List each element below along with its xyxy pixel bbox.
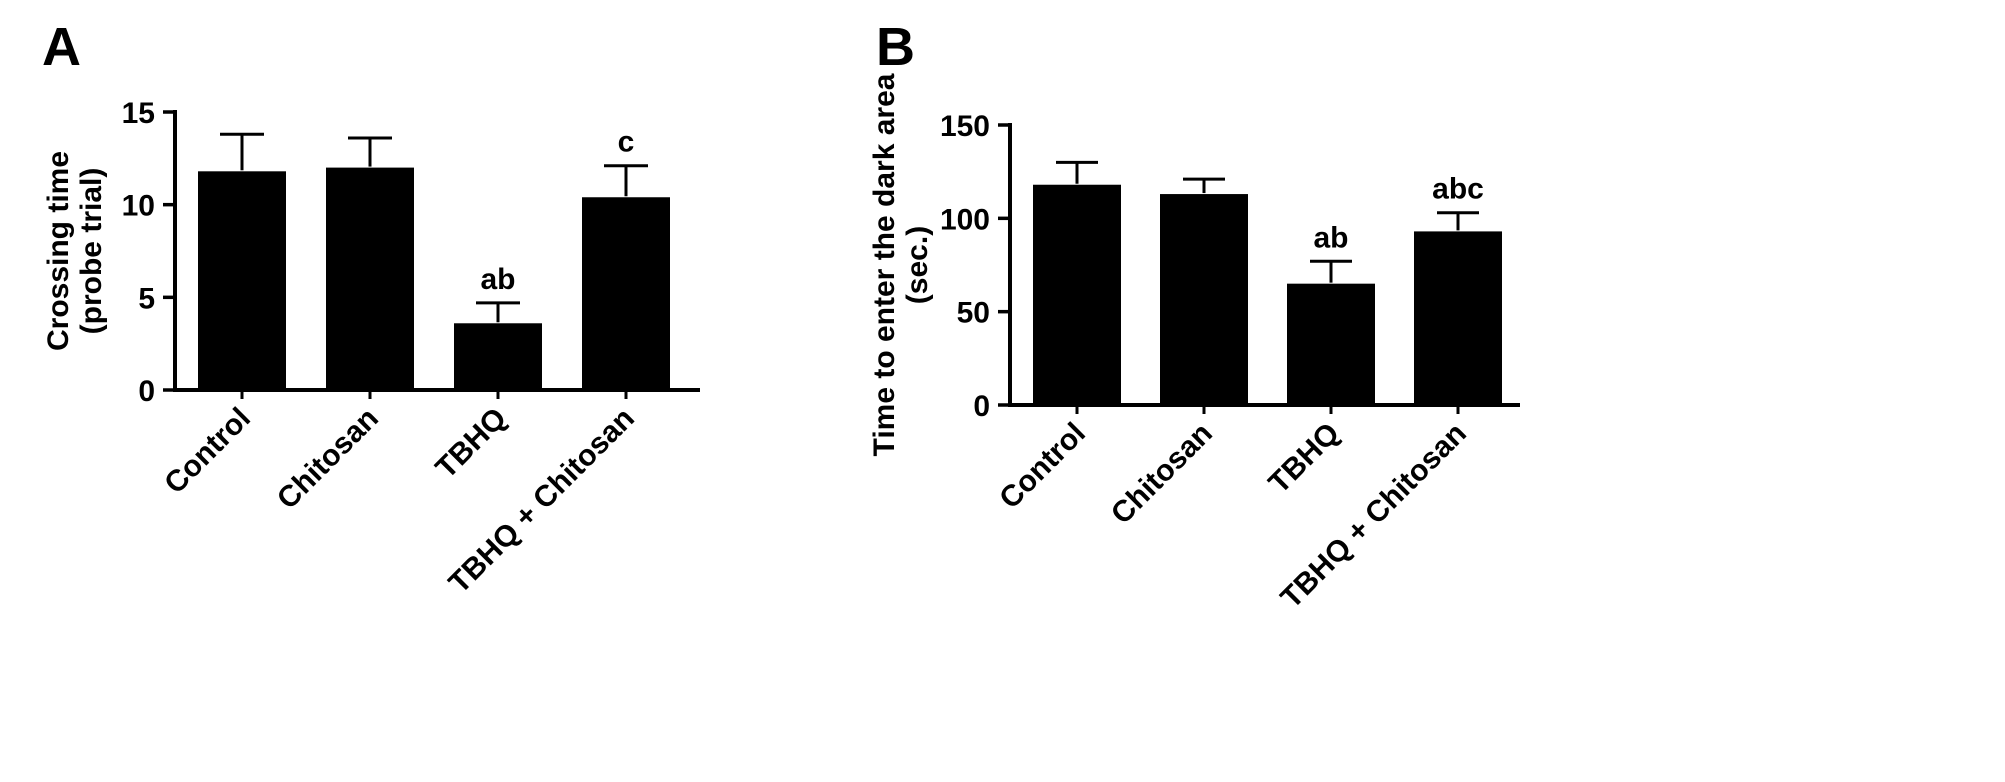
bar-control [198, 171, 286, 390]
y-axis-title-line: (sec.) [901, 226, 934, 304]
significance-label-tbhq-chitosan: abc [1432, 173, 1484, 206]
y-axis-title-line: (probe trial) [75, 168, 108, 335]
x-category-label-control: Control [993, 417, 1092, 516]
x-category-label-control: Control [158, 402, 257, 501]
y-tick-label: 0 [138, 375, 155, 408]
y-axis-title-line: Crossing time [42, 151, 75, 351]
x-category-label-tbhq: TBHQ [1263, 417, 1346, 500]
y-tick-label: 0 [973, 390, 990, 423]
y-axis-title-line: Time to enter the dark area [868, 73, 901, 456]
bar-tbhq-chitosan [1414, 231, 1502, 405]
panel-label-b: B [876, 17, 915, 77]
bar-chitosan [326, 167, 414, 390]
bar-control [1033, 184, 1121, 405]
x-category-label-chitosan: Chitosan [1105, 417, 1219, 531]
y-tick-label: 100 [940, 203, 990, 236]
significance-label-tbhq: ab [1313, 221, 1348, 254]
y-axis-title: Time to enter the dark area (sec.) [868, 73, 934, 456]
bar-chitosan [1160, 194, 1248, 405]
significance-label-tbhq: ab [480, 263, 515, 296]
bar-tbhq-chitosan [582, 197, 670, 390]
bar-tbhq [454, 323, 542, 390]
y-tick-label: 150 [940, 110, 990, 143]
y-tick-label: 50 [957, 297, 990, 330]
x-category-label-chitosan: Chitosan [271, 402, 385, 516]
x-category-label-tbhq: TBHQ [430, 402, 513, 485]
y-tick-label: 10 [122, 190, 155, 223]
bar-tbhq [1287, 283, 1375, 405]
y-axis-title: Crossing time (probe trial) [42, 151, 108, 351]
significance-label-tbhq-chitosan: c [618, 126, 635, 159]
y-tick-label: 15 [122, 97, 155, 130]
y-tick-label: 5 [138, 282, 155, 315]
panel-label-a: A [42, 17, 81, 77]
